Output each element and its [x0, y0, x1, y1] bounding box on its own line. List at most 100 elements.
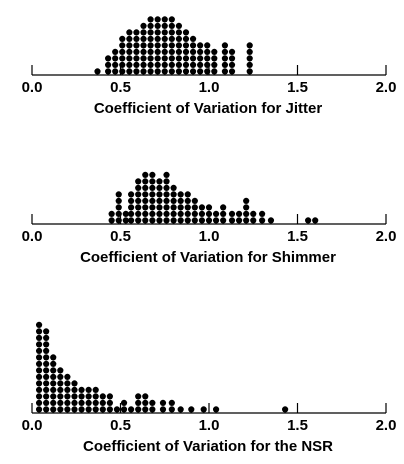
shimmer-tick-label: 1.0: [199, 228, 220, 245]
shimmer-data-dot: [191, 210, 198, 217]
shimmer-data-dot: [163, 210, 170, 217]
nsr-data-dot: [85, 386, 92, 393]
shimmer-data-dot: [184, 191, 191, 198]
shimmer-data-dot: [184, 217, 191, 224]
nsr-x-ticks: [31, 403, 387, 413]
nsr-data-dot: [50, 406, 57, 413]
nsr-data-dot: [64, 406, 71, 413]
shimmer-data-dot: [135, 191, 142, 198]
shimmer-data-dot: [135, 178, 142, 185]
nsr-tick-label: 1.5: [287, 417, 308, 434]
jitter-tick-label: 0.0: [22, 79, 43, 96]
shimmer-data-dot: [128, 217, 135, 224]
shimmer-data-dot: [191, 197, 198, 204]
nsr-tick-label: 0.5: [110, 417, 131, 434]
jitter-data-dot: [175, 42, 183, 49]
nsr-data-dot: [64, 393, 71, 400]
shimmer-data-dot: [135, 210, 142, 217]
jitter-data-dot: [105, 61, 112, 68]
nsr-data-dot: [35, 341, 43, 348]
nsr-data-dot: [35, 380, 43, 387]
jitter-data-dot: [126, 35, 133, 43]
shimmer-data-dot: [142, 184, 149, 191]
shimmer-data-dot: [163, 191, 170, 198]
shimmer-data-dot: [149, 191, 156, 198]
shimmer-dot-plot: 0.0 0.5 1.0 1.5 2.0 Coefficient of Varia…: [22, 171, 396, 266]
shimmer-data-dot: [135, 204, 142, 211]
jitter-data-dot: [197, 55, 204, 62]
shimmer-data-dot: [177, 217, 184, 224]
jitter-data-dot: [154, 22, 161, 29]
jitter-data-dot: [119, 35, 126, 43]
jitter-data-dot: [182, 68, 190, 75]
nsr-data-dot: [71, 393, 78, 400]
jitter-data-dot: [133, 35, 140, 43]
jitter-data-dot: [119, 42, 126, 49]
jitter-data-dot: [168, 55, 175, 62]
jitter-data-dot: [182, 61, 190, 68]
shimmer-data-dot: [108, 210, 115, 217]
jitter-data-dot: [168, 42, 175, 49]
jitter-data-dot: [211, 68, 218, 75]
jitter-data-dot: [228, 61, 236, 68]
nsr-data-dot: [64, 399, 71, 406]
jitter-data-dot: [140, 61, 147, 68]
jitter-data-dot: [154, 61, 161, 68]
nsr-data-dot: [85, 406, 92, 413]
nsr-data-dot: [106, 406, 113, 413]
shimmer-data-dot: [243, 204, 250, 211]
shimmer-tick-label: 1.5: [287, 228, 308, 245]
jitter-data-dot: [147, 61, 154, 68]
jitter-data-dot: [168, 48, 175, 56]
nsr-data-dot: [78, 393, 85, 400]
jitter-data-dot: [228, 55, 236, 62]
shimmer-data-dot: [156, 184, 163, 191]
nsr-data-dot: [71, 399, 78, 406]
jitter-data-dot: [221, 42, 229, 49]
jitter-data-dot: [182, 29, 190, 36]
jitter-data-dot: [175, 35, 183, 43]
nsr-data-dot: [35, 367, 43, 374]
shimmer-data-dot: [170, 204, 177, 211]
shimmer-data-dot: [163, 197, 170, 204]
jitter-data-dot: [140, 29, 147, 36]
shimmer-data-dot: [177, 197, 184, 204]
jitter-data-dot: [119, 48, 126, 56]
nsr-data-dot: [35, 321, 43, 328]
nsr-data-dot: [212, 406, 220, 413]
shimmer-data-dot: [184, 210, 191, 217]
nsr-data-dot: [43, 334, 50, 341]
jitter-data-dot: [154, 35, 161, 43]
jitter-data-dot: [197, 61, 204, 68]
jitter-data-dot: [175, 61, 183, 68]
shimmer-data-dot: [170, 197, 177, 204]
nsr-data-dot: [43, 399, 50, 406]
jitter-data-dot: [105, 68, 112, 75]
nsr-data-dot: [57, 367, 64, 374]
shimmer-data-dot: [235, 217, 243, 224]
jitter-data-dot: [211, 55, 218, 62]
jitter-data-dot: [112, 68, 119, 75]
jitter-data-dot: [189, 61, 197, 68]
shimmer-dots: [108, 171, 319, 224]
jitter-data-dot: [228, 48, 236, 56]
nsr-tick-label: 0.0: [22, 417, 43, 434]
jitter-data-dot: [246, 61, 253, 68]
jitter-data-dot: [161, 48, 168, 56]
shimmer-data-dot: [243, 210, 250, 217]
jitter-data-dot: [221, 48, 229, 56]
shimmer-tick-label: 0.5: [110, 228, 131, 245]
shimmer-data-dot: [243, 217, 250, 224]
shimmer-data-dot: [177, 191, 184, 198]
nsr-data-dot: [35, 399, 43, 406]
jitter-data-dot: [168, 68, 175, 75]
nsr-data-dot: [35, 347, 43, 354]
nsr-data-dot: [71, 380, 78, 387]
jitter-tick-label: 1.5: [287, 79, 308, 96]
shimmer-data-dot: [128, 197, 135, 204]
jitter-data-dot: [154, 55, 161, 62]
nsr-data-dot: [57, 393, 64, 400]
jitter-x-ticks: [31, 65, 387, 75]
nsr-data-dot: [50, 373, 57, 380]
